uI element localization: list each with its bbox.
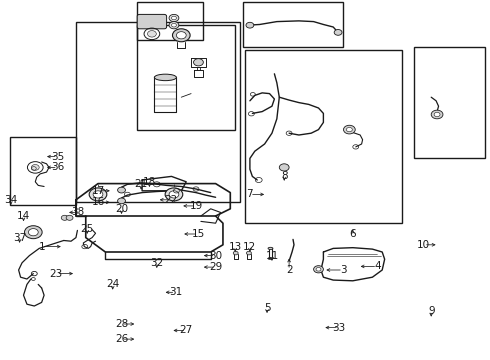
Text: 7: 7	[246, 189, 253, 199]
Circle shape	[172, 16, 176, 20]
Bar	[137, 25, 235, 130]
Text: 11: 11	[265, 251, 279, 261]
Circle shape	[169, 14, 179, 22]
Circle shape	[314, 266, 323, 273]
Bar	[76, 22, 240, 202]
Text: 22: 22	[164, 195, 177, 205]
Circle shape	[233, 251, 238, 255]
Text: 15: 15	[192, 229, 205, 239]
Circle shape	[431, 110, 443, 119]
Text: 6: 6	[349, 229, 356, 239]
Text: 32: 32	[150, 258, 164, 268]
Bar	[414, 47, 485, 158]
Text: 24: 24	[106, 279, 120, 289]
Text: 33: 33	[332, 323, 346, 333]
Text: 16: 16	[91, 197, 105, 207]
Bar	[10, 137, 76, 205]
Circle shape	[246, 251, 251, 255]
Text: 1: 1	[38, 242, 45, 252]
Text: 2: 2	[286, 265, 293, 275]
Circle shape	[334, 30, 342, 35]
Circle shape	[165, 188, 183, 201]
Circle shape	[93, 191, 103, 198]
Text: 18: 18	[143, 177, 156, 187]
Text: 3: 3	[340, 265, 346, 275]
Circle shape	[176, 32, 186, 39]
Circle shape	[118, 198, 125, 204]
Bar	[245, 50, 402, 223]
Text: 37: 37	[13, 233, 26, 243]
Circle shape	[169, 22, 179, 29]
Bar	[137, 2, 203, 40]
Circle shape	[118, 187, 125, 193]
Circle shape	[343, 125, 355, 134]
Ellipse shape	[154, 74, 176, 81]
Text: 9: 9	[428, 306, 435, 316]
Text: 8: 8	[281, 171, 288, 181]
Text: 30: 30	[209, 251, 222, 261]
Text: 27: 27	[179, 325, 193, 336]
Bar	[243, 2, 343, 47]
Text: 14: 14	[17, 211, 30, 221]
Text: 36: 36	[51, 162, 65, 172]
Circle shape	[169, 191, 179, 198]
Text: 17: 17	[91, 186, 105, 196]
Circle shape	[66, 215, 73, 220]
Text: 19: 19	[189, 201, 203, 211]
Circle shape	[24, 226, 42, 239]
Text: 13: 13	[228, 242, 242, 252]
Text: 12: 12	[243, 242, 257, 252]
Circle shape	[89, 188, 107, 201]
Text: 29: 29	[209, 262, 222, 272]
Circle shape	[28, 229, 38, 236]
Text: 31: 31	[169, 287, 182, 297]
Circle shape	[316, 267, 321, 271]
Ellipse shape	[268, 257, 273, 260]
Text: 23: 23	[49, 269, 63, 279]
Text: 25: 25	[80, 224, 94, 234]
Text: 28: 28	[115, 319, 128, 329]
Circle shape	[31, 165, 39, 170]
Text: 21: 21	[134, 179, 148, 189]
Circle shape	[194, 59, 203, 66]
Text: 34: 34	[4, 195, 18, 205]
Text: 10: 10	[417, 240, 430, 250]
Text: 5: 5	[264, 303, 270, 313]
Circle shape	[434, 112, 440, 117]
Text: 26: 26	[115, 334, 128, 344]
Circle shape	[246, 22, 254, 28]
Circle shape	[172, 29, 190, 42]
Circle shape	[346, 127, 352, 132]
Circle shape	[279, 164, 289, 171]
Text: 35: 35	[51, 152, 65, 162]
Circle shape	[61, 215, 68, 220]
Text: 38: 38	[71, 207, 84, 217]
Circle shape	[172, 23, 176, 27]
Text: 4: 4	[374, 261, 381, 271]
Ellipse shape	[268, 247, 273, 249]
FancyBboxPatch shape	[137, 14, 167, 29]
Text: 20: 20	[115, 204, 128, 214]
Circle shape	[147, 31, 156, 37]
